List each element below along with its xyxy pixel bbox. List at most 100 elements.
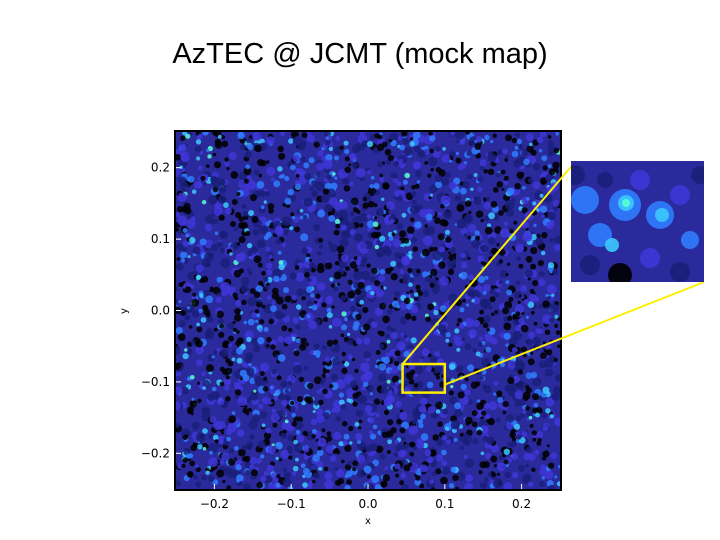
map-blob (317, 251, 322, 256)
map-blob (468, 329, 478, 338)
inset-blob (605, 238, 619, 252)
map-blob (261, 423, 266, 428)
map-blob (465, 303, 470, 307)
map-blob (547, 484, 556, 489)
map-blob (326, 295, 333, 302)
map-blob (299, 343, 307, 351)
map-blob (258, 403, 264, 409)
map-blob (539, 205, 548, 213)
map-blob (200, 175, 206, 181)
map-blob (181, 258, 185, 263)
map-blob (448, 342, 453, 347)
map-blob (502, 400, 509, 408)
map-blob (441, 154, 451, 163)
map-blob (216, 310, 224, 319)
map-blob (462, 298, 466, 303)
map-blob (395, 401, 402, 408)
map-blob (321, 373, 326, 378)
map-blob (536, 233, 541, 239)
map-blob (539, 271, 545, 277)
map-blob (536, 431, 544, 439)
map-blob (434, 217, 441, 224)
map-blob (249, 288, 256, 294)
map-blob (530, 310, 535, 315)
map-blob (231, 199, 238, 205)
map-blob (394, 381, 400, 386)
map-blob (399, 316, 408, 325)
map-blob (330, 343, 341, 353)
map-blob (535, 412, 540, 418)
map-blob (219, 459, 225, 465)
map-blob (341, 311, 347, 317)
map-blob (524, 269, 534, 278)
map-blob (476, 429, 483, 436)
map-blob (495, 172, 501, 178)
map-blob (385, 267, 392, 275)
map-blob (340, 295, 347, 301)
map-blob (340, 404, 347, 410)
map-blob (177, 215, 188, 226)
map-blob (216, 469, 225, 478)
map-blob (412, 446, 417, 451)
map-blob (528, 415, 533, 420)
map-blob (247, 296, 257, 307)
map-blob (511, 347, 518, 353)
map-blob (286, 445, 293, 452)
map-blob (381, 197, 385, 201)
map-blob (343, 185, 351, 192)
map-blob (217, 241, 223, 248)
map-blob (211, 355, 215, 359)
map-blob (231, 411, 236, 415)
map-blob (552, 206, 558, 212)
map-blob (454, 328, 460, 334)
map-blob (364, 404, 373, 413)
map-blob (358, 426, 362, 430)
map-blob (482, 461, 490, 469)
map-blob (520, 285, 527, 292)
map-blob (392, 139, 396, 143)
map-blob (352, 460, 359, 467)
map-blob (199, 238, 207, 246)
map-blob (464, 389, 471, 396)
map-blob (332, 285, 339, 292)
map-blob (299, 215, 304, 220)
map-blob (176, 257, 180, 261)
map-blob (366, 170, 372, 175)
map-blob (464, 343, 472, 351)
map-blob (460, 261, 468, 269)
map-blob (247, 143, 254, 151)
map-blob (522, 185, 526, 190)
map-blob (292, 465, 299, 472)
map-blob (223, 202, 229, 208)
map-blob (186, 348, 193, 355)
map-blob (532, 336, 541, 346)
map-blob (233, 445, 239, 451)
map-blob (471, 421, 478, 428)
map-blob (209, 416, 217, 423)
map-blob (328, 325, 333, 329)
map-blob (399, 411, 408, 421)
map-blob (492, 133, 497, 138)
map-blob (546, 211, 556, 221)
map-blob (315, 172, 321, 178)
map-blob (260, 362, 270, 372)
map-blob (344, 464, 352, 471)
map-blob (537, 327, 544, 334)
map-blob (493, 380, 499, 386)
map-blob (475, 210, 484, 218)
map-blob (213, 327, 218, 332)
map-blob (220, 258, 231, 268)
map-blob (379, 177, 385, 182)
map-blob (300, 233, 309, 242)
map-blob (348, 153, 357, 161)
map-blob (264, 191, 271, 197)
x-axis-label: x (365, 516, 371, 527)
map-blob (271, 287, 279, 295)
map-blob (270, 305, 277, 312)
map-blob (473, 196, 482, 205)
map-blob (438, 169, 446, 177)
map-blob (350, 211, 355, 217)
map-blob (396, 222, 403, 230)
map-blob (518, 398, 526, 407)
map-blob (240, 284, 249, 293)
